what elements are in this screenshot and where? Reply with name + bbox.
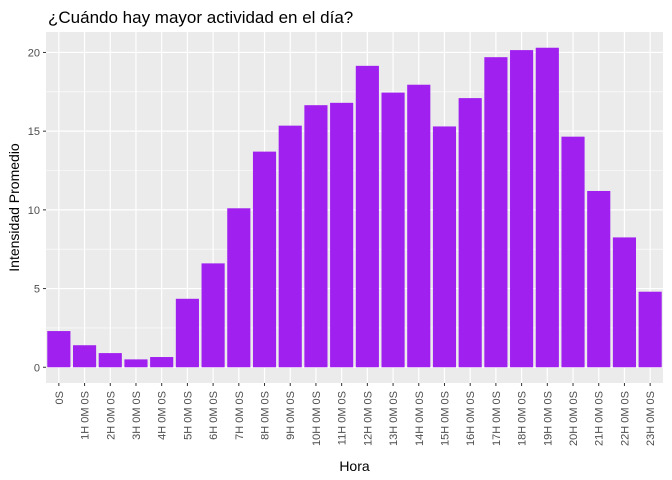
bar [72, 345, 97, 368]
plot-panel [46, 32, 663, 383]
y-tick-label: 0 [34, 362, 40, 374]
y-tick-label: 15 [28, 126, 40, 138]
x-tick-label: 2H 0M 0S [105, 391, 117, 440]
bar [304, 105, 328, 368]
x-tick-label: 10H 0M 0S [311, 391, 323, 446]
bar [484, 57, 508, 368]
x-tick-label: 13H 0M 0S [388, 391, 400, 446]
bar [150, 357, 174, 368]
x-tick-label: 22H 0M 0S [619, 391, 631, 446]
x-tick-label: 21H 0M 0S [594, 391, 606, 446]
bar [175, 298, 199, 368]
x-tick-label: 20H 0M 0S [568, 391, 580, 446]
x-tick-label: 9H 0M 0S [285, 391, 297, 440]
x-tick-label: 17H 0M 0S [491, 391, 503, 446]
y-axis-title: Intensidad Promedio [6, 143, 22, 272]
bar [381, 92, 405, 368]
x-tick-label: 1H 0M 0S [80, 391, 92, 440]
bar [535, 47, 559, 368]
x-tick-label: 11H 0M 0S [337, 391, 349, 445]
x-tick-label: 8H 0M 0S [260, 391, 272, 440]
bar [98, 353, 122, 368]
x-tick-label: 14H 0M 0S [414, 391, 426, 446]
x-tick-label: 23H 0M 0S [645, 391, 657, 446]
x-axis-title: Hora [339, 458, 370, 474]
y-axis: 0 5 10 15 20 [28, 47, 46, 374]
bar [124, 359, 148, 368]
bar [510, 50, 534, 368]
bar [355, 65, 379, 368]
x-tick-label: 15H 0M 0S [439, 391, 451, 446]
y-tick-label: 10 [28, 205, 40, 217]
bar [330, 102, 354, 368]
chart-title: ¿Cuándo hay mayor actividad en el día? [48, 8, 353, 27]
bars [47, 47, 662, 368]
x-tick-label: 16H 0M 0S [465, 391, 477, 446]
minor-gridlines [46, 91, 663, 329]
y-tick-label: 5 [34, 284, 40, 296]
x-tick-label: 18H 0M 0S [517, 391, 529, 446]
bar [47, 331, 71, 368]
bar [587, 190, 611, 368]
bar [561, 136, 585, 368]
x-tick-label: 5H 0M 0S [182, 391, 194, 440]
bar [432, 126, 457, 368]
x-tick-label: 3H 0M 0S [131, 391, 143, 440]
x-tick-label: 6H 0M 0S [208, 391, 220, 440]
x-tick-label: 12H 0M 0S [362, 391, 374, 446]
x-tick-label: 0S [54, 391, 66, 404]
x-tick-label: 7H 0M 0S [234, 391, 246, 440]
x-tick-label: 4H 0M 0S [157, 391, 169, 440]
bar [407, 84, 431, 368]
x-axis: 0S 1H 0M 0S 2H 0M 0S 3H 0M 0S 4H 0M 0S 5H 0M … [54, 383, 657, 446]
bar [638, 291, 662, 368]
bar [227, 208, 251, 368]
bar [612, 237, 637, 368]
y-tick-label: 20 [28, 47, 40, 59]
bar [201, 263, 225, 368]
bar [252, 151, 277, 368]
bar [278, 125, 302, 368]
x-tick-label: 19H 0M 0S [542, 391, 554, 446]
bar [458, 98, 482, 368]
